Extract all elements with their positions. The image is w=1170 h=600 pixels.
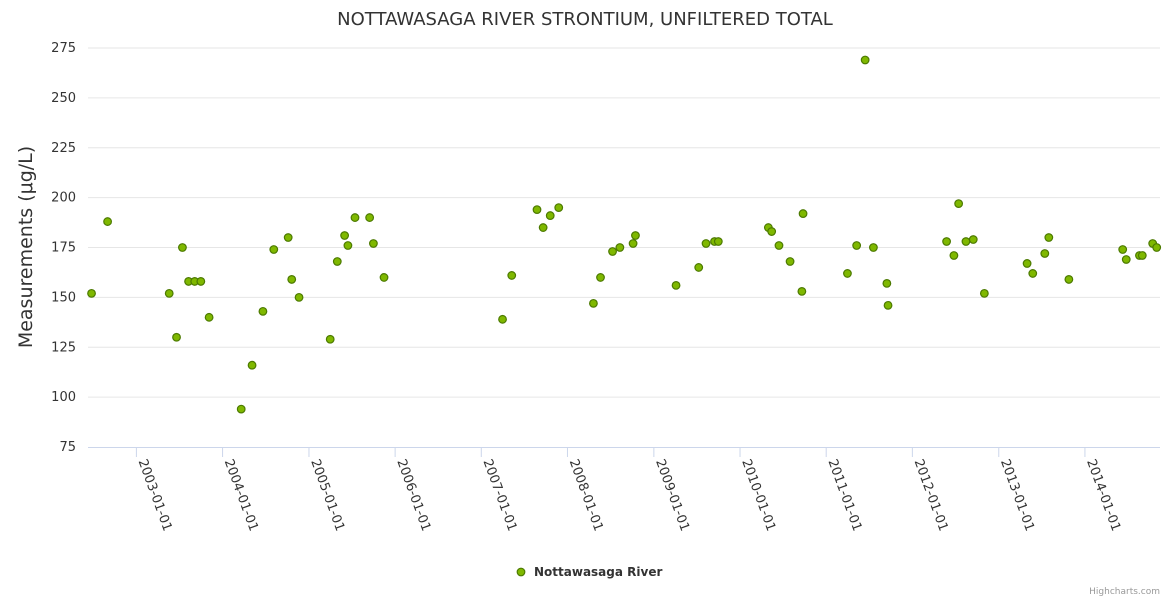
data-point[interactable] bbox=[554, 203, 564, 213]
data-point[interactable] bbox=[538, 223, 548, 232]
data-point[interactable] bbox=[1121, 255, 1131, 264]
x-tick-label: 2004-01-01 bbox=[221, 457, 261, 533]
data-point[interactable] bbox=[631, 231, 640, 240]
data-point[interactable] bbox=[1028, 269, 1038, 278]
data-point[interactable] bbox=[325, 334, 335, 344]
data-point[interactable] bbox=[954, 199, 964, 209]
data-point[interactable] bbox=[258, 306, 268, 316]
data-point[interactable] bbox=[671, 281, 681, 290]
x-tick-label: 2007-01-01 bbox=[480, 457, 520, 533]
data-point[interactable] bbox=[1152, 243, 1162, 252]
x-tick-label: 2014-01-01 bbox=[1083, 457, 1123, 533]
data-point[interactable] bbox=[236, 404, 246, 414]
data-point[interactable] bbox=[615, 243, 625, 252]
x-tick-label: 2013-01-01 bbox=[997, 457, 1037, 533]
data-point[interactable] bbox=[701, 239, 711, 248]
data-point[interactable] bbox=[164, 288, 174, 298]
x-tick-label: 2011-01-01 bbox=[824, 457, 864, 533]
data-points bbox=[87, 55, 1162, 414]
y-tick-label: 175 bbox=[51, 241, 76, 256]
data-point[interactable] bbox=[247, 360, 257, 370]
data-point[interactable] bbox=[1137, 251, 1147, 260]
data-point[interactable] bbox=[628, 239, 638, 248]
data-point[interactable] bbox=[869, 243, 878, 252]
data-point[interactable] bbox=[694, 263, 704, 272]
data-point[interactable] bbox=[498, 314, 507, 324]
data-point[interactable] bbox=[979, 288, 989, 298]
data-point[interactable] bbox=[332, 257, 342, 266]
data-point[interactable] bbox=[968, 235, 978, 244]
x-axis: 2003-01-01 2004-01-01 2005-01-01 2006-01-01… bbox=[88, 447, 1160, 533]
y-tick-label: 250 bbox=[51, 91, 76, 106]
data-point[interactable] bbox=[287, 275, 297, 284]
data-point[interactable] bbox=[798, 209, 808, 218]
data-point[interactable] bbox=[103, 217, 112, 226]
grid-lines bbox=[88, 47, 1160, 398]
data-point[interactable] bbox=[343, 241, 353, 250]
data-point[interactable] bbox=[860, 55, 870, 65]
data-point[interactable] bbox=[204, 312, 214, 322]
data-point[interactable] bbox=[1022, 259, 1032, 268]
y-axis: 75 100 125 150 175 200 225 250 275 bbox=[51, 41, 76, 455]
data-point[interactable] bbox=[1064, 275, 1074, 284]
y-tick-label: 225 bbox=[51, 141, 76, 156]
data-point[interactable] bbox=[852, 241, 862, 250]
data-point[interactable] bbox=[713, 237, 723, 246]
data-point[interactable] bbox=[369, 239, 378, 248]
data-point[interactable] bbox=[172, 332, 181, 342]
data-point[interactable] bbox=[797, 286, 807, 296]
data-point[interactable] bbox=[532, 205, 542, 214]
x-tick-label: 2006-01-01 bbox=[393, 457, 433, 533]
x-tick-label: 2003-01-01 bbox=[135, 457, 175, 533]
data-point[interactable] bbox=[608, 247, 617, 256]
y-tick-label: 100 bbox=[51, 390, 76, 405]
data-point[interactable] bbox=[883, 300, 893, 310]
data-point[interactable] bbox=[340, 231, 350, 240]
y-tick-label: 125 bbox=[51, 340, 76, 355]
y-tick-label: 75 bbox=[59, 440, 76, 455]
data-point[interactable] bbox=[589, 298, 598, 308]
data-point[interactable] bbox=[596, 273, 605, 282]
data-point[interactable] bbox=[767, 227, 777, 236]
credit-link[interactable]: Highcharts.com bbox=[1089, 587, 1160, 597]
y-tick-label: 200 bbox=[51, 191, 76, 206]
data-point[interactable] bbox=[365, 213, 375, 222]
data-point[interactable] bbox=[196, 277, 206, 286]
data-point[interactable] bbox=[87, 288, 96, 298]
data-point[interactable] bbox=[1044, 233, 1054, 242]
data-point[interactable] bbox=[283, 233, 293, 242]
data-point[interactable] bbox=[379, 273, 389, 282]
legend-marker-icon bbox=[516, 567, 526, 577]
data-point[interactable] bbox=[294, 292, 304, 302]
x-tick-label: 2010-01-01 bbox=[738, 457, 778, 533]
data-point[interactable] bbox=[350, 213, 360, 222]
x-tick-label: 2012-01-01 bbox=[911, 457, 951, 533]
data-point[interactable] bbox=[1040, 249, 1050, 258]
data-point[interactable] bbox=[774, 241, 784, 250]
data-point[interactable] bbox=[507, 271, 517, 280]
x-tick-label: 2009-01-01 bbox=[652, 457, 692, 533]
y-tick-label: 275 bbox=[51, 41, 76, 56]
data-point[interactable] bbox=[1118, 245, 1128, 254]
x-tick-label: 2005-01-01 bbox=[307, 457, 347, 533]
y-tick-label: 150 bbox=[51, 290, 76, 305]
data-point[interactable] bbox=[785, 257, 795, 266]
data-point[interactable] bbox=[843, 269, 852, 278]
data-point[interactable] bbox=[545, 211, 555, 220]
data-point[interactable] bbox=[178, 243, 187, 252]
legend-item-label[interactable]: Nottawasaga River bbox=[534, 565, 662, 579]
data-point[interactable] bbox=[269, 245, 279, 254]
y-axis-label: Measurements (μg/L) bbox=[15, 146, 37, 348]
data-point[interactable] bbox=[942, 237, 951, 246]
data-point[interactable] bbox=[882, 279, 892, 288]
x-tick-label: 2008-01-01 bbox=[566, 457, 606, 533]
legend[interactable]: Nottawasaga River bbox=[516, 565, 662, 579]
data-point[interactable] bbox=[961, 237, 971, 246]
chart-title: NOTTAWASAGA RIVER STRONTIUM, UNFILTERED … bbox=[337, 9, 833, 30]
data-point[interactable] bbox=[949, 251, 959, 260]
